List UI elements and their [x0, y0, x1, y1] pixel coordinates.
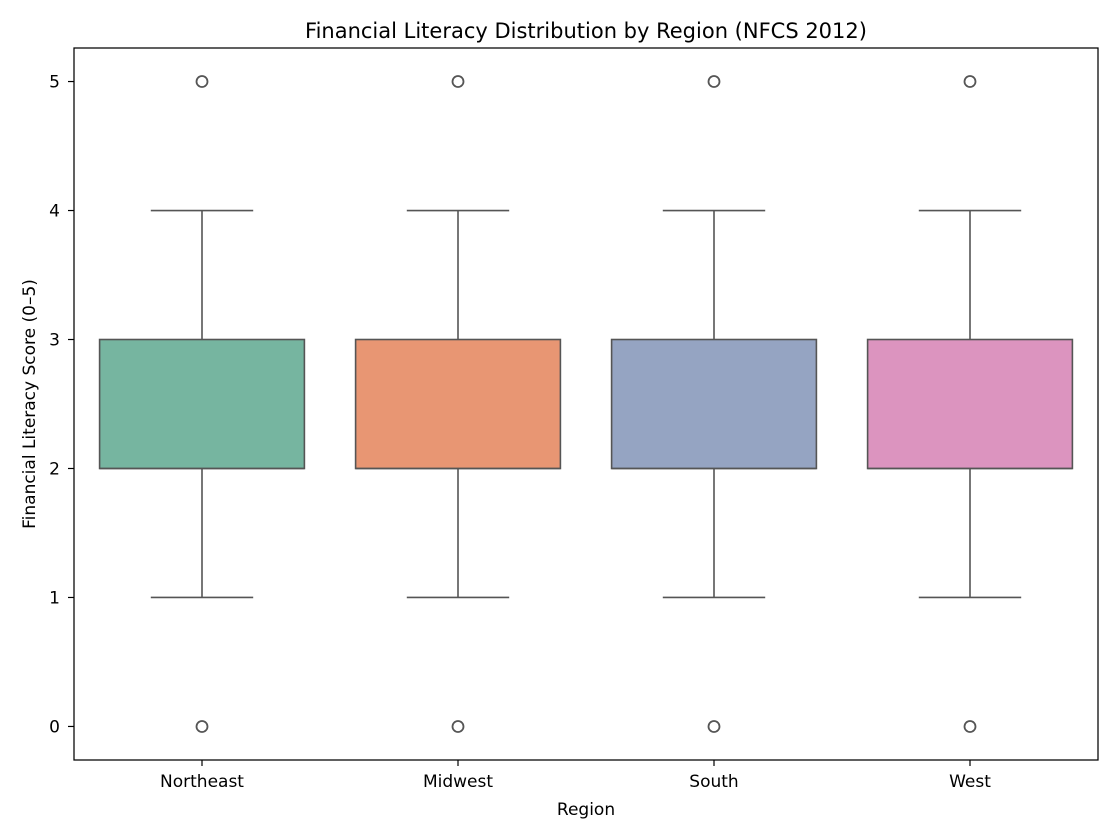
y-tick-label: 2	[49, 459, 60, 479]
iqr-box	[866, 338, 1074, 470]
y-tick-label: 1	[49, 588, 60, 608]
box-group-northeast	[98, 75, 306, 733]
y-tick-label: 5	[49, 73, 60, 93]
box-group-south	[610, 75, 818, 733]
outlier-point	[963, 75, 977, 88]
x-axis-label: Region	[557, 800, 615, 820]
y-tick-label: 3	[49, 331, 60, 351]
outlier-point	[195, 75, 209, 88]
outlier-point	[195, 720, 209, 733]
outlier-point	[707, 720, 721, 733]
iqr-box	[98, 338, 306, 470]
iqr-box	[610, 338, 818, 470]
y-tick-label: 0	[49, 717, 60, 737]
chart-title: Financial Literacy Distribution by Regio…	[305, 19, 867, 43]
outlier-point	[963, 720, 977, 733]
outlier-point	[707, 75, 721, 88]
iqr-box	[354, 338, 562, 470]
x-tick-label: West	[949, 772, 991, 792]
outlier-point	[451, 75, 465, 88]
box-group-midwest	[354, 75, 562, 733]
outlier-point	[451, 720, 465, 733]
plot-frame	[73, 47, 1099, 761]
y-axis-label: Financial Literacy Score (0–5)	[20, 279, 40, 529]
box-group-west	[866, 75, 1074, 733]
x-tick-label: Northeast	[160, 772, 244, 792]
plot-area	[98, 75, 1074, 733]
y-tick-label: 4	[49, 202, 60, 222]
x-tick-label: South	[689, 772, 738, 792]
x-tick-label: Midwest	[423, 772, 493, 792]
